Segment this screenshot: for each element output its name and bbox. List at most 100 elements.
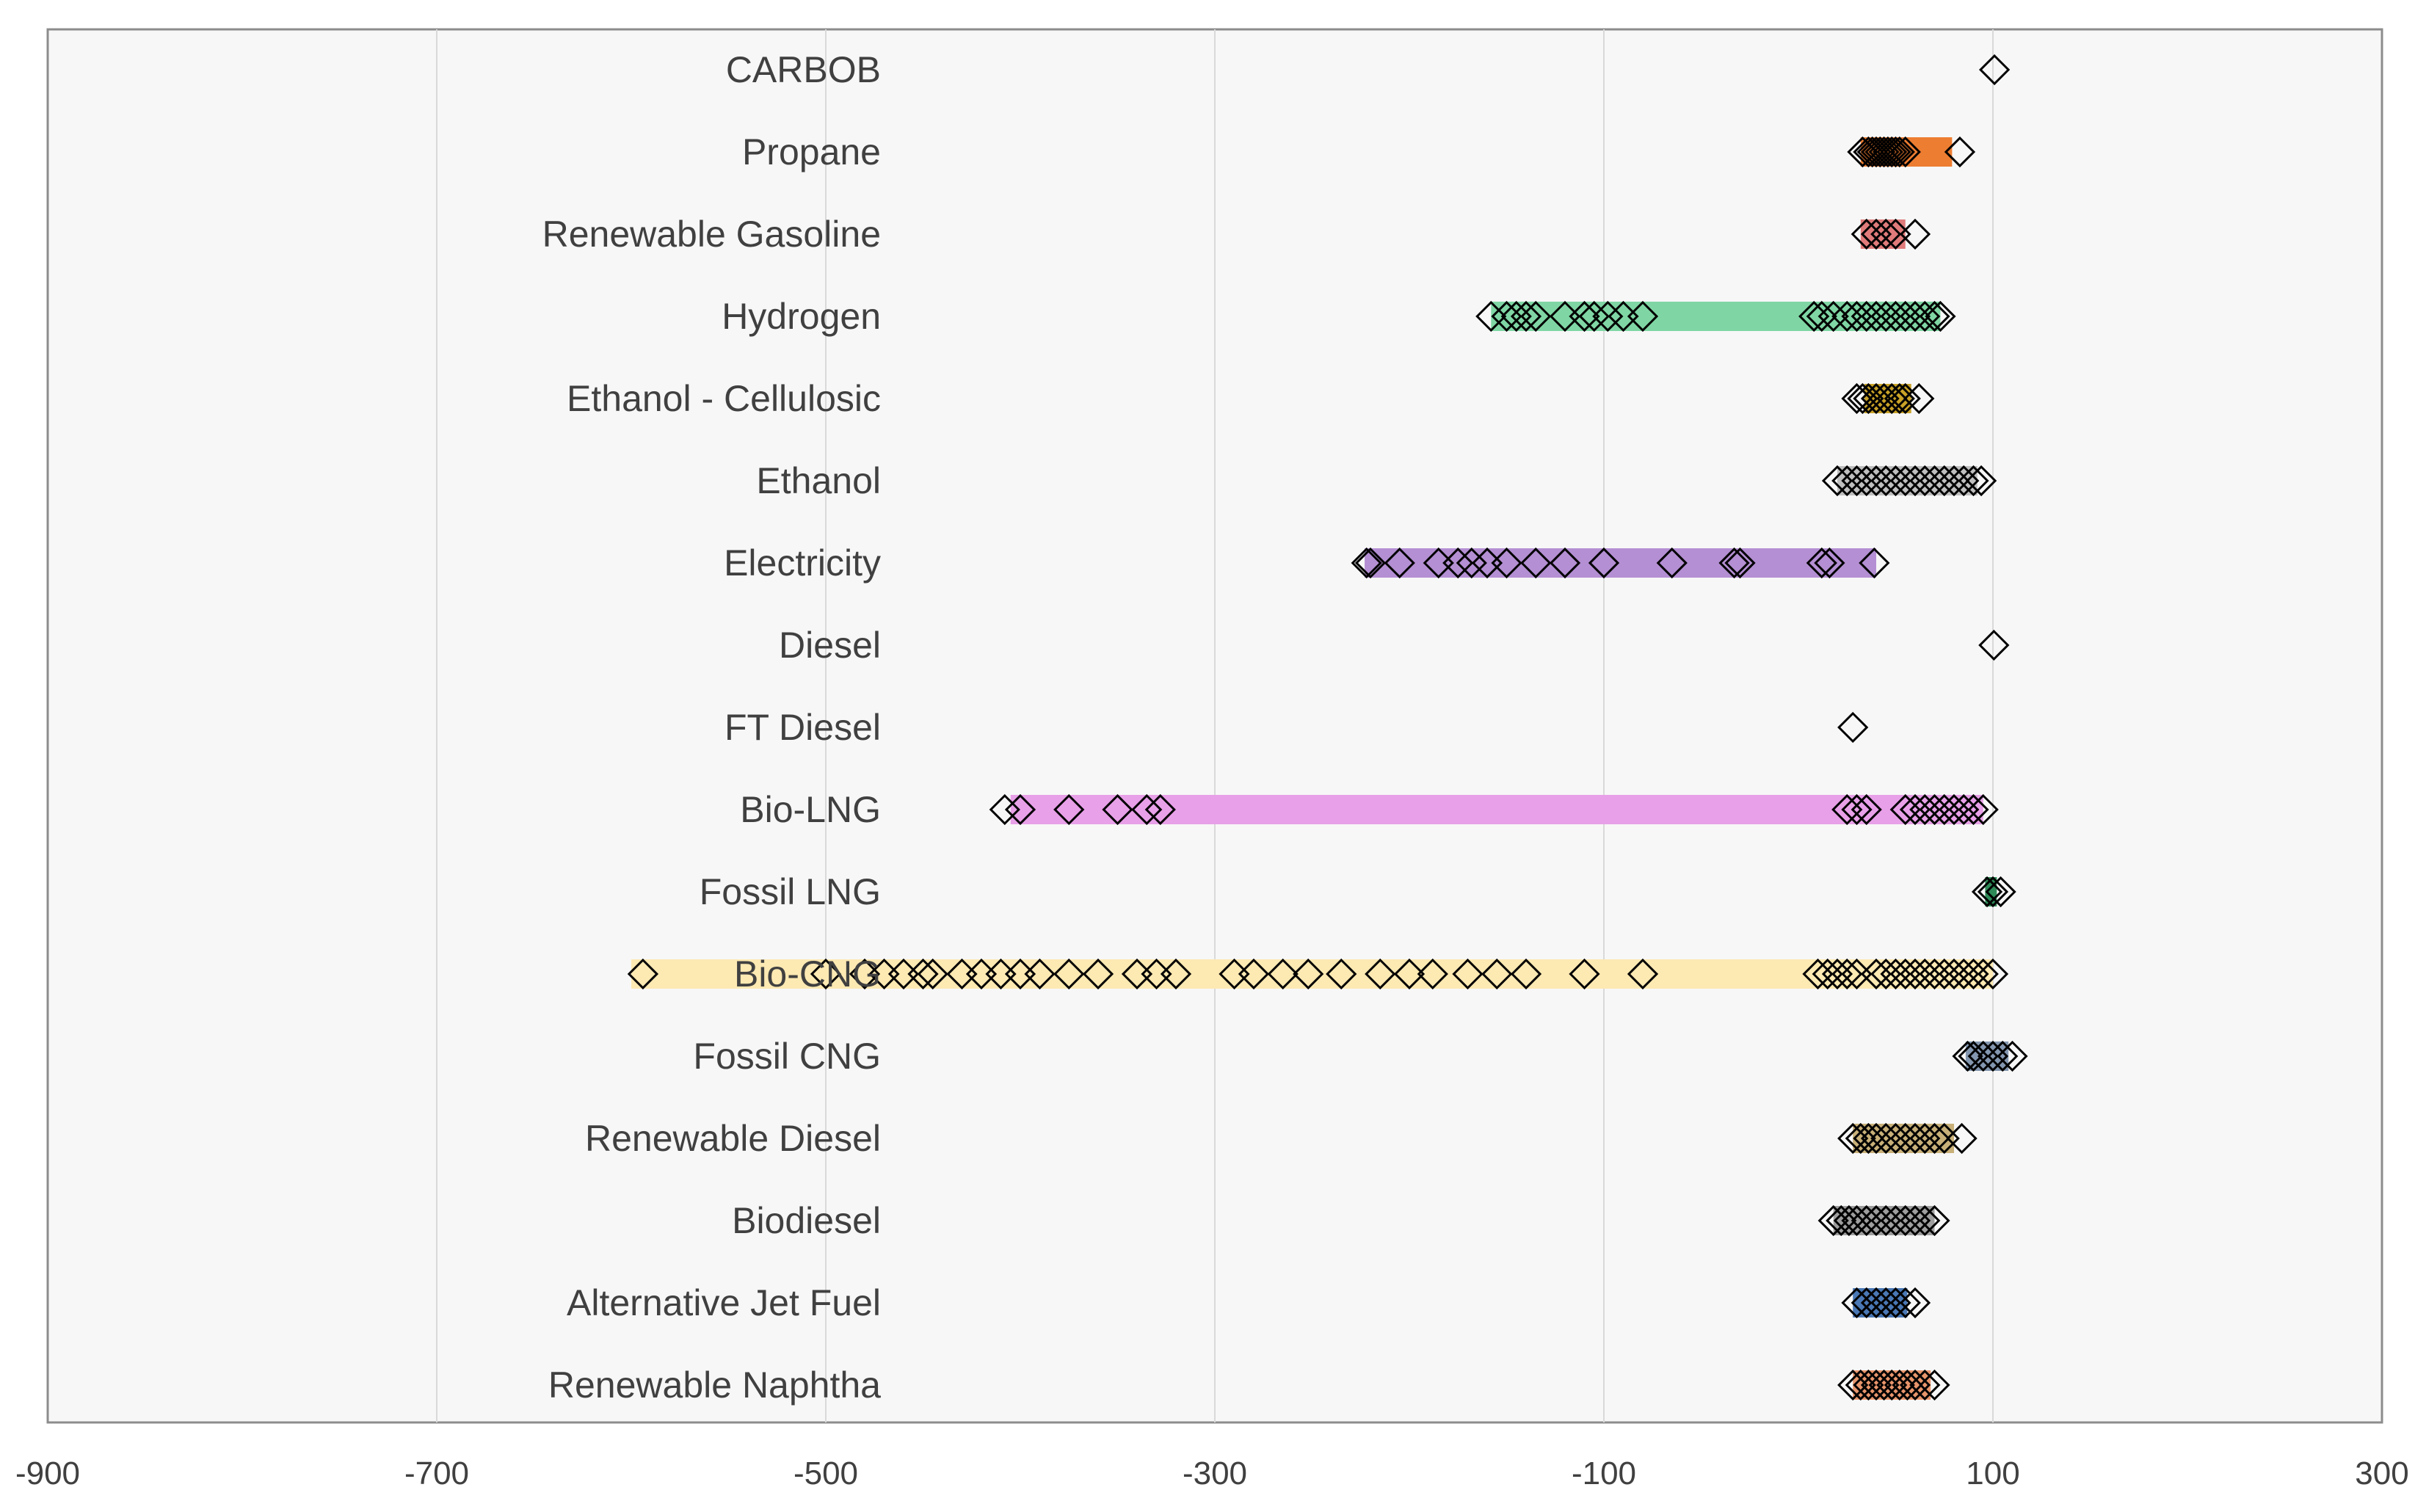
data-point (1082, 958, 1114, 990)
data-point (627, 958, 659, 990)
data-point (1569, 300, 1600, 332)
data-point (1870, 218, 1902, 250)
x-tick-label: 300 (2355, 1455, 2408, 1491)
data-point (1456, 547, 1487, 579)
category-labels: CARBOB Propane Renewable Gasoline Hydrogen E… (542, 49, 882, 1406)
data-point (1876, 136, 1908, 168)
data-point (1718, 547, 1750, 579)
data-point (1831, 958, 1863, 990)
data-point (1053, 958, 1085, 990)
category-label-ft-diesel: FT Diesel (724, 707, 881, 748)
data-point (1868, 382, 1900, 415)
data-point (917, 958, 948, 990)
data-point (1903, 382, 1935, 415)
data-point (1919, 1122, 1950, 1155)
data-point (1569, 958, 1600, 990)
data-point (1724, 547, 1756, 579)
x-tick-label: -700 (404, 1455, 469, 1491)
category-label-alternative-jet-fuel: Alternative Jet Fuel (567, 1282, 881, 1323)
data-point (1884, 1369, 1915, 1401)
data-point (1889, 1287, 1921, 1319)
data-point (1967, 793, 1999, 826)
data-point (989, 793, 1020, 826)
data-point (1326, 958, 1357, 990)
data-point (1131, 793, 1163, 826)
data-point (1845, 1122, 1876, 1155)
data-point (1578, 300, 1610, 332)
data-point (1837, 1369, 1869, 1401)
data-point (1365, 958, 1396, 990)
data-point (1520, 547, 1552, 579)
range-bar-bio-lng (1010, 795, 1983, 824)
data-point (1919, 300, 1950, 332)
data-point (1899, 1287, 1931, 1319)
x-axis-ticks: -900 -700 -500 -300 -100 100 300 (15, 1455, 2409, 1491)
data-point (1384, 547, 1415, 579)
data-point (1656, 547, 1688, 579)
data-point (1417, 958, 1448, 990)
x-tick-label: -500 (794, 1455, 858, 1491)
data-point (1442, 547, 1474, 579)
category-label-bio-cng: Bio-CNG (734, 953, 881, 995)
data-point (1452, 958, 1484, 990)
category-label-ethanol: Ethanol (756, 460, 881, 501)
data-point (1481, 958, 1513, 990)
category-label-renewable-gasoline: Renewable Gasoline (542, 214, 881, 255)
data-point (1102, 793, 1133, 826)
range-bar-hydrogen (1491, 302, 1941, 331)
category-label-fossil-cng: Fossil CNG (693, 1036, 881, 1077)
category-label-ethanol-cellulosic: Ethanol - Cellulosic (567, 378, 881, 419)
range-bar-biodiesel (1833, 1206, 1935, 1235)
data-point (1876, 1369, 1908, 1401)
data-point (1880, 136, 1911, 168)
data-point (1860, 1369, 1892, 1401)
x-tick-label: -100 (1572, 1455, 1636, 1491)
data-point (1520, 300, 1552, 332)
data-point (1997, 1040, 2028, 1072)
data-point (1549, 547, 1581, 579)
data-markers (627, 54, 2028, 1401)
data-point (1510, 300, 1542, 332)
data-point (1971, 876, 2003, 908)
data-point (1965, 465, 1997, 497)
data-point (1919, 1369, 1950, 1401)
category-label-propane: Propane (742, 131, 881, 172)
data-point (1978, 629, 2010, 661)
data-point (1627, 300, 1659, 332)
data-point (1847, 382, 1878, 415)
category-label-biodiesel: Biodiesel (732, 1200, 881, 1241)
data-point (1958, 793, 1989, 826)
data-point (1293, 958, 1324, 990)
data-point (1841, 793, 1873, 826)
data-point (1909, 1369, 1941, 1401)
data-point (1004, 793, 1036, 826)
data-point (1859, 547, 1890, 579)
data-point (1354, 547, 1387, 579)
data-point (1627, 958, 1659, 990)
data-point (1853, 1369, 1884, 1401)
category-label-renewable-diesel: Renewable Diesel (585, 1118, 881, 1159)
data-point (1837, 711, 1869, 744)
data-point (1851, 793, 1882, 826)
data-point (1889, 382, 1921, 415)
range-bar-electricity (1365, 548, 1876, 578)
category-label-electricity: Electricity (724, 542, 881, 584)
data-point (1977, 876, 2009, 908)
data-point (1899, 218, 1931, 250)
data-point (1351, 547, 1382, 579)
range-bars (631, 137, 2009, 1400)
data-point (1860, 382, 1892, 415)
data-point (907, 958, 939, 990)
data-point (1978, 54, 2011, 86)
data-point (1510, 958, 1542, 990)
data-point (1946, 1122, 1978, 1155)
data-point (1985, 876, 2016, 908)
data-point (1024, 958, 1056, 990)
range-bar-renewable-diesel (1853, 1124, 1954, 1153)
data-point (1053, 793, 1085, 826)
data-point (1952, 1040, 1983, 1072)
category-label-bio-lng: Bio-LNG (740, 789, 881, 830)
data-point (1868, 136, 1900, 168)
data-point (1588, 547, 1620, 579)
